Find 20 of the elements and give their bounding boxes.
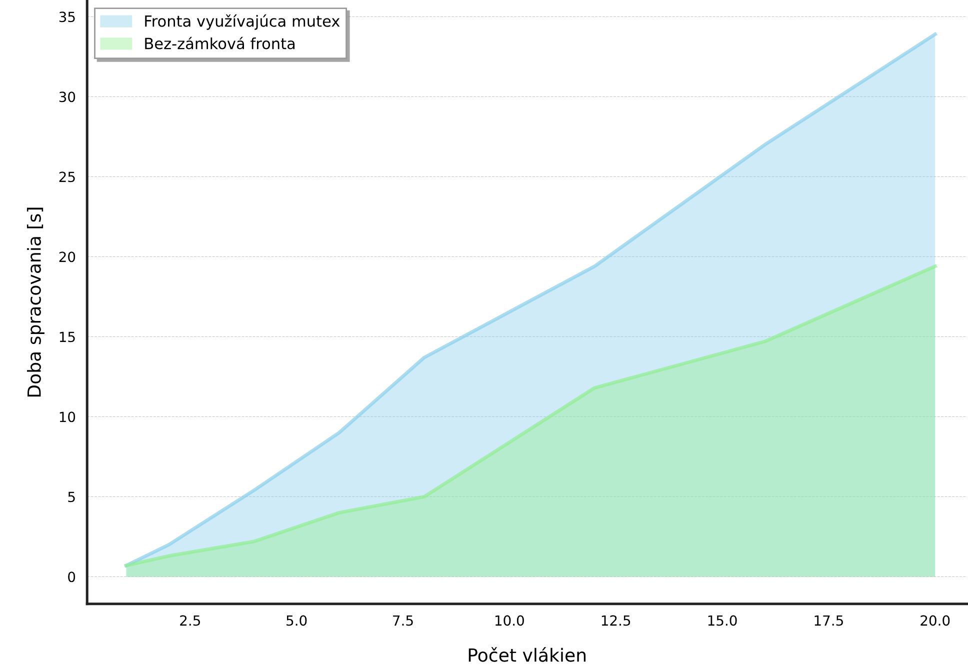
x-axis-title: Počet vlákien <box>468 647 586 662</box>
y-tick-label: 30 <box>59 92 76 102</box>
x-tick-label: 5.0 <box>286 615 307 626</box>
y-tick-label: 15 <box>60 332 75 342</box>
legend-label: Bez-zámková fronta <box>145 36 295 50</box>
y-axis-title: Doba spracovania [s] <box>26 208 44 397</box>
x-tick-label: 12.5 <box>602 615 630 626</box>
legend-label: Fronta využívajúca mutex <box>145 14 340 30</box>
y-tick-label: 35 <box>59 12 75 22</box>
x-tick-label: 7.5 <box>393 615 413 626</box>
y-tick-label: 20 <box>59 252 76 262</box>
y-tick-label: 25 <box>59 172 75 182</box>
y-tick-label: 10 <box>60 412 76 422</box>
x-tick-label: 2.5 <box>180 615 200 626</box>
y-tick-label: 5 <box>68 492 75 502</box>
x-tick-label: 15.0 <box>708 615 737 626</box>
x-tick-label: 20.0 <box>920 615 950 626</box>
x-tick-label: 17.5 <box>814 615 843 626</box>
x-tick-label: 10.0 <box>495 615 524 626</box>
y-tick-label: 0 <box>68 572 76 582</box>
